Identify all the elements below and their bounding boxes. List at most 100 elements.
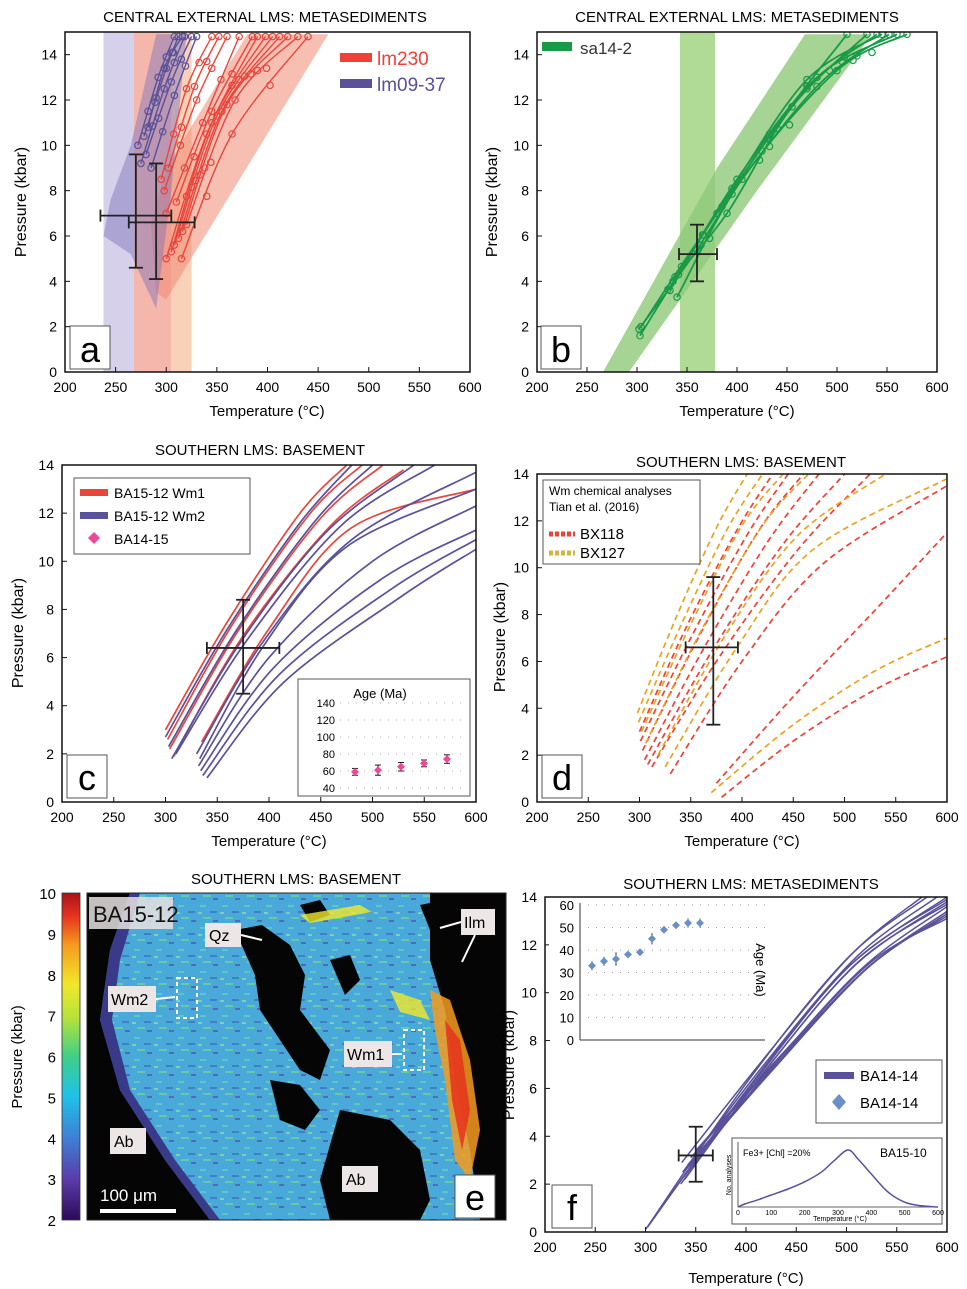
y-tick-label: 2: [49, 319, 57, 335]
pt-marker: [207, 158, 215, 167]
pt-marker: [134, 141, 142, 150]
legend-label-lm230: lm230: [377, 49, 429, 70]
x-tick-label: 350: [206, 809, 230, 825]
ab-label-right: Ab: [346, 1172, 366, 1189]
pt-marker: [208, 107, 216, 116]
colorbar-tick-label: 5: [48, 1090, 56, 1107]
y-tick-label: 12: [41, 92, 57, 108]
pt-marker: [154, 114, 163, 122]
y-tick-label: 6: [46, 650, 54, 666]
legend-swatch-wm1: [80, 489, 108, 496]
x-tick-label: 450: [309, 809, 333, 825]
pt-path-bx127: [637, 474, 764, 723]
y-tick-label: 2: [521, 747, 529, 763]
age-point: [612, 955, 620, 963]
pt-marker: [158, 127, 167, 136]
panel-a-xlabel: Temperature (°C): [209, 403, 324, 420]
age-inset-ylabel: Age (Ma): [753, 943, 768, 996]
pt-marker: [192, 96, 201, 104]
y-tick-label: 6: [49, 228, 57, 244]
panel-c: SOUTHERN LMS: BASEMENT 200 250 300 350 400 45…: [10, 442, 488, 850]
panel-d: SOUTHERN LMS: BASEMENT 200 250 300 350 400 45…: [492, 454, 959, 850]
age-inset-points: [588, 918, 704, 971]
pt-path-lm09-37: [140, 36, 186, 164]
hist-tick-label: 600: [932, 1210, 944, 1217]
legend-label-lm09-37: lm09-37: [377, 75, 446, 96]
panel-b-yticks: 0 2 4 6 8 10 12 14: [513, 47, 542, 380]
pt-path-ba15-12-wm1: [200, 488, 476, 743]
pt-marker: [785, 121, 794, 129]
legend-header-line1: Wm chemical analyses: [549, 484, 672, 498]
x-tick-label: 450: [785, 1239, 809, 1255]
panel-a-yticks: 0 2 4 6 8 10 12 14: [41, 47, 70, 380]
pt-path-ba14-14: [695, 917, 947, 1152]
age-point: [600, 957, 608, 966]
age-point: [397, 762, 405, 771]
panel-f-label: f: [567, 1187, 578, 1228]
panel-e-label: e: [465, 1177, 485, 1218]
pt-marker: [261, 32, 270, 41]
x-tick-label: 300: [155, 379, 179, 395]
panel-d-yticks: 0 2 4 6 8 10 12 14: [513, 466, 542, 810]
y-tick-label: 14: [38, 457, 54, 473]
pt-marker: [190, 152, 198, 161]
panel-c-inset: Age (Ma) 40 60 80 100 120 140: [297, 678, 471, 797]
panel-d-ylabel: Pressure (kbar): [492, 582, 509, 692]
pt-marker: [635, 325, 643, 333]
pt-marker: [208, 32, 216, 41]
y-tick-label: 14: [41, 47, 57, 63]
pt-marker: [294, 32, 302, 41]
panel-f-ylabel: Pressure (kbar): [501, 1010, 518, 1120]
sample-label: BA15-12: [93, 902, 179, 927]
y-tick-label: 12: [521, 937, 537, 953]
x-tick-label: 450: [775, 379, 799, 395]
panel-c-xticks: 200 250 300 350 400 450 500 550 600: [50, 797, 488, 825]
pt-path-ba15-12-wm2: [175, 465, 436, 755]
y-tick-label: 0: [529, 1224, 537, 1240]
panel-c-title: SOUTHERN LMS: BASEMENT: [155, 442, 365, 459]
age-point: [672, 921, 680, 930]
wm1-box: [403, 1029, 425, 1071]
pt-marker: [202, 192, 211, 201]
legend-box-d: [542, 479, 701, 565]
pt-path-ba15-12-wm2: [170, 465, 415, 760]
x-tick-label: 200: [50, 809, 74, 825]
scale-bar: [100, 1209, 176, 1213]
pt-marker: [178, 227, 187, 236]
pt-path-lm09-37: [150, 36, 198, 169]
pt-path-bx118: [643, 474, 820, 761]
pt-marker: [164, 164, 173, 172]
x-tick-label: 250: [577, 809, 601, 825]
colorbar-tick-label: 7: [48, 1009, 56, 1026]
y-tick-label: 0: [49, 364, 57, 380]
inset-y-tick-label: 140: [317, 698, 335, 710]
x-tick-label: 500: [833, 809, 857, 825]
pt-path-ba15-12-wm2: [206, 548, 476, 779]
yellow-streaks: [300, 905, 430, 1020]
panel-b: CENTRAL EXTERNAL LMS: METASEDIMENTS 200 2…: [484, 9, 949, 420]
temperature-band: [103, 32, 134, 372]
pt-marker: [217, 75, 225, 84]
age-point: [443, 755, 451, 764]
x-tick-label: 550: [413, 809, 437, 825]
age-inset-tick-label: 50: [560, 921, 574, 936]
y-tick-label: 2: [529, 1176, 537, 1192]
pt-marker: [253, 32, 262, 41]
pt-marker: [863, 32, 871, 39]
panel-a-ylabel: Pressure (kbar): [13, 147, 30, 257]
pt-marker: [843, 32, 851, 39]
y-tick-label: 6: [521, 228, 529, 244]
pt-marker: [723, 209, 731, 218]
y-tick-label: 12: [38, 505, 54, 521]
hist-inset-frame: [731, 1137, 943, 1225]
panel-f-label-box: [551, 1184, 593, 1229]
pt-marker: [825, 66, 834, 75]
ilm-label-box: [461, 909, 495, 935]
legend-label-sa14-2: sa14-2: [580, 39, 632, 58]
pt-marker: [180, 164, 189, 172]
colorbar-tick-label: 9: [48, 927, 56, 944]
pt-path-ba15-12-wm2: [202, 538, 476, 777]
x-tick-label: 250: [575, 379, 599, 395]
legend-diamond-ba14-14: [832, 1094, 846, 1110]
qz-label: Qz: [209, 928, 229, 945]
